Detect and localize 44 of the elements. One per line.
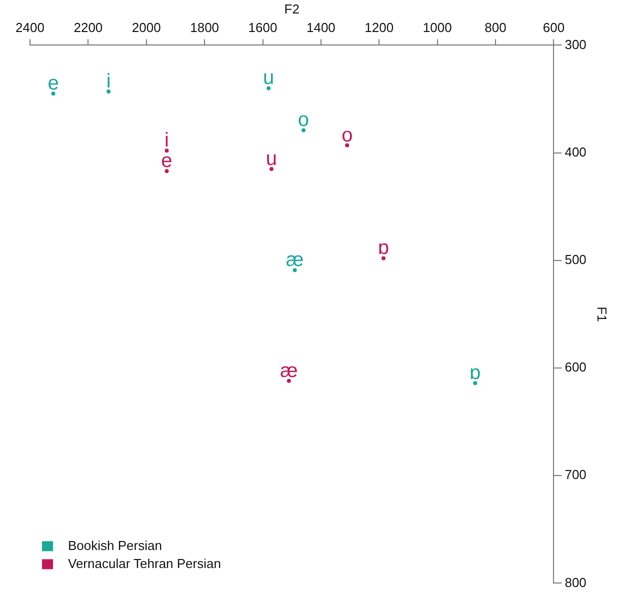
x-tick-label: 2000 — [132, 20, 161, 35]
y-tick-label: 700 — [564, 467, 586, 482]
y-tick-label: 300 — [564, 36, 586, 52]
x-tick-label: 600 — [542, 20, 565, 35]
point — [266, 86, 271, 90]
x-tick-label: 800 — [484, 20, 506, 35]
y-tick-label: 500 — [564, 252, 586, 267]
data-label: e — [161, 150, 172, 172]
point — [382, 256, 386, 260]
x-tick-label: 1800 — [190, 20, 220, 35]
data-label: o — [342, 124, 353, 146]
point — [301, 128, 306, 132]
y-tick-label: 800 — [564, 574, 586, 590]
data-label: æ — [286, 249, 304, 272]
x-axis-title: F2 — [284, 1, 300, 16]
legend-label: Vernacular Tehran Persian — [68, 556, 221, 571]
point — [345, 143, 350, 148]
point — [269, 166, 274, 171]
point — [164, 148, 169, 153]
data-label: u — [266, 148, 278, 170]
data-label: i — [164, 130, 169, 152]
data-label: u — [263, 67, 274, 90]
y-axis-title: F1 — [594, 306, 610, 322]
data-label: o — [298, 109, 310, 132]
data-label: ɒ — [378, 237, 390, 260]
y-tick-label: 600 — [564, 360, 586, 375]
x-tick-label: 1000 — [422, 20, 452, 35]
point — [473, 381, 478, 386]
legend-label: Bookish Persian — [68, 538, 162, 553]
point — [286, 378, 291, 383]
x-tick-label: 2200 — [74, 20, 103, 35]
point — [292, 268, 297, 272]
data-label: i — [106, 70, 111, 92]
point — [164, 169, 169, 174]
x-tick-label: 2400 — [16, 20, 44, 35]
point — [51, 92, 56, 96]
data-label: æ — [280, 360, 298, 382]
point — [106, 89, 111, 94]
data-label: e — [48, 72, 59, 95]
x-tick-label: 1400 — [306, 20, 336, 35]
x-tick-label: 1200 — [364, 20, 394, 35]
data-label: ɒ — [470, 362, 481, 384]
x-tick-label: 1600 — [248, 20, 278, 35]
y-tick-label: 400 — [564, 144, 586, 160]
